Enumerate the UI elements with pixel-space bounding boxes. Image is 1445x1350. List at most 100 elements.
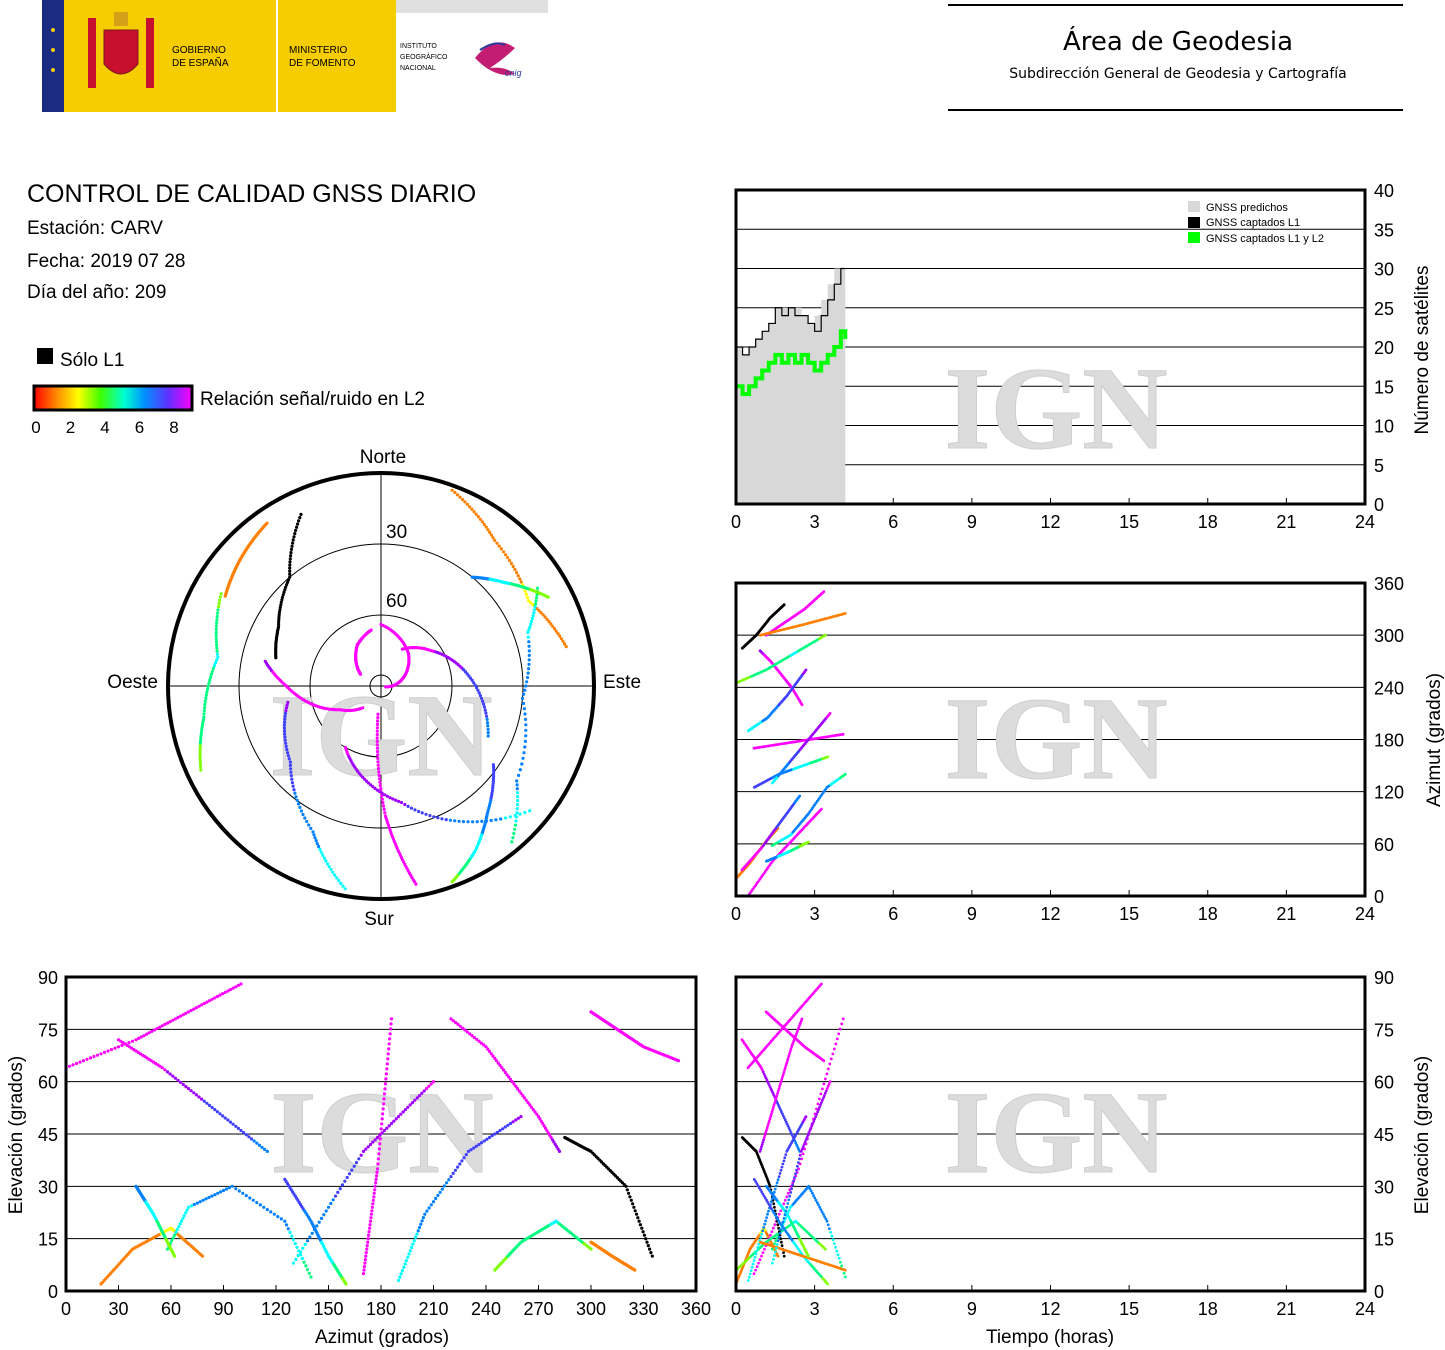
- elev-az-point: [381, 1112, 385, 1116]
- elev-time-point: [768, 1117, 772, 1121]
- elev-az-point: [171, 1074, 175, 1078]
- elev-az-point: [252, 1139, 256, 1143]
- sky-track-point: [485, 714, 489, 718]
- elev-az-point: [535, 1112, 539, 1116]
- sky-track-point: [476, 515, 480, 519]
- sky-track-point: [378, 780, 382, 784]
- y-tick-label: 60: [1374, 835, 1394, 855]
- elev-az-point: [189, 1204, 193, 1208]
- captured-l1-line: [736, 267, 846, 356]
- elev-az-point: [221, 992, 225, 996]
- elev-time-point: [767, 1119, 771, 1123]
- sky-track-point: [499, 817, 503, 821]
- sky-track-point: [381, 801, 385, 805]
- elev-az-point: [487, 1049, 492, 1053]
- elev-az-point: [269, 1210, 273, 1214]
- sky-track-point: [388, 796, 392, 800]
- sky-track-point: [283, 738, 287, 742]
- azimuth-time-point: [782, 603, 786, 607]
- elev-az-point: [408, 1103, 412, 1107]
- elev-az-point: [344, 1282, 348, 1286]
- sky-track-point: [218, 595, 222, 599]
- elev-az-point: [326, 1205, 331, 1209]
- elev-az-point: [305, 1239, 310, 1243]
- elev-time-point: [776, 1254, 780, 1258]
- elev-time-point: [767, 1209, 770, 1213]
- sky-track-point: [472, 681, 476, 685]
- legend-l1: GNSS captados L1: [1206, 217, 1300, 229]
- elev-az-point: [375, 1167, 380, 1171]
- snr-ticks: 0 2 4 6 8: [31, 418, 178, 437]
- elev-time-point: [806, 1133, 810, 1137]
- station-label: Estación: CARV: [27, 218, 163, 239]
- elev-time-point: [783, 1118, 787, 1122]
- sky-track-point: [205, 690, 209, 694]
- elev-az-point: [436, 1193, 440, 1197]
- x-tick-label: 9: [967, 1299, 977, 1319]
- elev-az-point: [367, 1230, 371, 1234]
- elev-time-point: [781, 1073, 785, 1077]
- elev-az-point: [552, 1140, 556, 1144]
- elev-time-point: [809, 1189, 813, 1193]
- elev-time-point: [779, 1209, 783, 1213]
- azimuth-time-point: [806, 840, 810, 844]
- azimuth-panel: 0 60 120 180 240 300 360 0 3 6 9 12 15 18 21 24 IGN: [731, 574, 1404, 924]
- elev-az-point: [407, 1252, 411, 1256]
- satellites-frame: [734, 188, 1367, 506]
- elev-time-point: [776, 1223, 780, 1227]
- elev-time-point: [794, 1172, 797, 1176]
- sky-track-point: [503, 816, 508, 820]
- elev-az-point: [394, 1117, 398, 1121]
- sky-track-point: [440, 817, 444, 821]
- elev-az-point: [165, 1021, 170, 1025]
- sky-track-point: [286, 700, 290, 705]
- elev-az-point: [258, 1203, 262, 1207]
- elev-az-point: [533, 1110, 537, 1114]
- elev-time-point: [769, 1087, 773, 1090]
- elev-time-point: [781, 1114, 785, 1118]
- elev-time-point: [770, 1230, 774, 1234]
- elev-az-point: [172, 1233, 177, 1237]
- sky-track-point: [325, 862, 330, 866]
- elev-az-point: [548, 1133, 552, 1137]
- min-line1: MINISTERIO: [289, 45, 348, 56]
- sky-track-point: [521, 756, 525, 760]
- sky-track-point: [450, 488, 454, 492]
- elev-time-point: [747, 1275, 751, 1279]
- elev-az-point: [411, 1242, 415, 1246]
- sky-track-point: [513, 823, 518, 827]
- sky-track-point: [473, 683, 477, 687]
- x-tick-label: 18: [1198, 1299, 1218, 1319]
- sky-track-point: [333, 873, 337, 877]
- sky-track-point: [453, 490, 457, 495]
- sky-track-point: [523, 589, 527, 593]
- elev-az-point: [265, 1149, 269, 1153]
- elev-time-point: [764, 1219, 767, 1223]
- sky-track-point: [214, 624, 218, 628]
- y-tick-label: 0: [1374, 1282, 1384, 1302]
- sky-track-point: [397, 799, 401, 804]
- sky-track-point: [381, 804, 386, 808]
- sky-track-point: [494, 818, 498, 822]
- sky-track-point: [209, 675, 213, 679]
- elevation-azimuth-ylabel: Elevación (grados): [6, 1056, 27, 1214]
- predicted-area: [736, 268, 846, 504]
- x-tick-label: 15: [1119, 512, 1139, 532]
- elev-time-point: [819, 1092, 823, 1096]
- elev-az-point: [170, 1239, 174, 1243]
- snr-tick: 6: [135, 418, 144, 437]
- sky-track-point: [284, 744, 288, 749]
- east-label: Este: [603, 672, 641, 693]
- sky-track-point: [420, 811, 424, 815]
- elev-az-point: [538, 1117, 542, 1121]
- elev-time-point: [810, 1124, 814, 1128]
- elev-az-point: [511, 1120, 515, 1124]
- cnig-logo-icon: [475, 42, 515, 75]
- elev-az-point: [197, 1095, 201, 1099]
- elev-az-point: [475, 1037, 479, 1041]
- sky-track-point: [288, 566, 292, 570]
- elev-az-point: [410, 1101, 415, 1105]
- elev-time-point: [783, 1198, 787, 1202]
- elev-az-point: [319, 1216, 324, 1220]
- sky-track-point: [198, 749, 202, 753]
